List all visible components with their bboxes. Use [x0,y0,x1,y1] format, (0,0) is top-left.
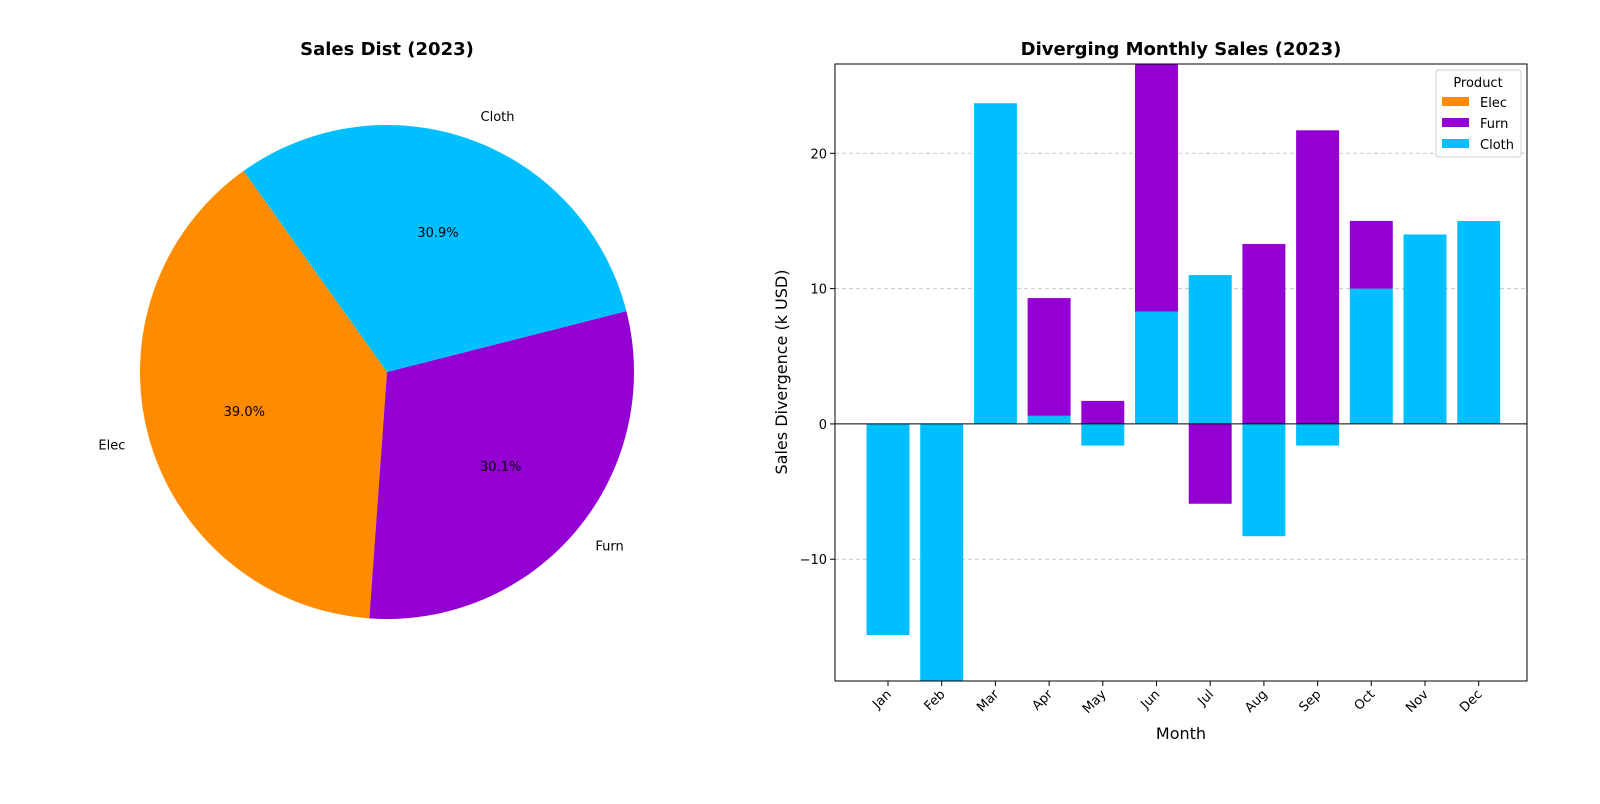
pie-labels: Elec 39.0% Furn 30.1% Cloth 30.9% [98,110,623,555]
bar-chart: Diverging Monthly Sales (2023) −1001020 … [772,39,1528,743]
legend: Product Elec Furn Cloth [1435,69,1522,158]
x-tick-label-jun: Jun [1138,687,1164,713]
bar-furn-apr [1027,298,1071,416]
legend-swatch-furn [1442,118,1469,127]
legend-title: Product [1453,76,1502,91]
bar-cloth-jun [1135,311,1178,424]
bar-cloth-jan [866,423,910,635]
x-tick-label-jul: Jul [1195,687,1217,709]
legend-swatch-elec [1442,97,1469,106]
bar-cloth-feb [920,423,964,681]
y-tick-label: 20 [810,147,827,162]
pie-pct-label-furn: 30.1% [480,460,521,475]
bar-cloth-aug [1242,423,1286,537]
legend-label-elec: Elec [1480,96,1507,111]
bar-bars [866,64,1501,681]
pie-slice-furn [369,311,635,620]
y-tick-label: 0 [819,418,827,433]
pie-label-elec: Elec [98,439,125,454]
x-tick-label-mar: Mar [974,687,1002,715]
bar-furn-aug [1242,243,1286,424]
legend-swatch-cloth [1442,139,1469,148]
y-tick-label: −10 [800,553,827,568]
x-tick-label-sep: Sep [1296,687,1324,715]
x-tick-label-nov: Nov [1403,687,1432,716]
x-tick-label-may: May [1080,687,1110,717]
bar-furn-may [1081,400,1125,424]
y-axis-label: Sales Divergence (k USD) [772,270,791,475]
bar-cloth-sep [1296,423,1340,446]
bar-cloth-dec [1457,220,1501,424]
pie-chart: Sales Dist (2023) Elec 39.0% Furn 30.1% Clot… [98,39,635,620]
legend-label-cloth: Cloth [1480,138,1514,153]
pie-slice-elec [139,170,387,619]
bar-furn-oct [1349,220,1393,289]
y-tick-label: 10 [810,283,827,298]
pie-pct-label-elec: 39.0% [224,405,265,420]
legend-items: Elec Furn Cloth [1442,96,1514,153]
x-tick-label-dec: Dec [1457,687,1485,715]
bar-cloth-nov [1403,234,1447,424]
bar-cloth-may [1081,423,1125,446]
bar-furn-jul [1188,423,1232,504]
bar-cloth-apr [1027,415,1071,424]
pie-label-furn: Furn [595,539,623,554]
x-tick-label-aug: Aug [1242,687,1271,716]
pie-label-cloth: Cloth [481,110,515,125]
plot-frame [834,63,1528,682]
bar-cloth-jul [1188,275,1232,424]
pie-slices [139,124,635,620]
pie-title: Sales Dist (2023) [300,39,474,60]
x-tick-label-apr: Apr [1029,687,1056,714]
bar-furn-jun [1135,64,1178,312]
y-axis: −10 0 10 20 [800,147,835,568]
x-axis-label: Month [1156,724,1206,743]
bar-cloth-mar [973,103,1017,424]
pie-pct-label-cloth: 30.9% [417,226,458,241]
x-tick-label-feb: Feb [922,687,949,714]
x-tick-label-oct: Oct [1352,687,1379,714]
bar-title: Diverging Monthly Sales (2023) [1021,39,1342,60]
x-axis: Jan Feb Mar Apr May Jun Jul Aug Sep Oct Nov Dec [869,681,1486,717]
legend-label-furn: Furn [1480,117,1508,132]
legend-box [1435,69,1522,158]
bar-furn-sep [1296,130,1340,424]
x-tick-label-jan: Jan [869,687,894,712]
bar-cloth-oct [1349,288,1393,424]
pie-slice-cloth [243,124,627,372]
